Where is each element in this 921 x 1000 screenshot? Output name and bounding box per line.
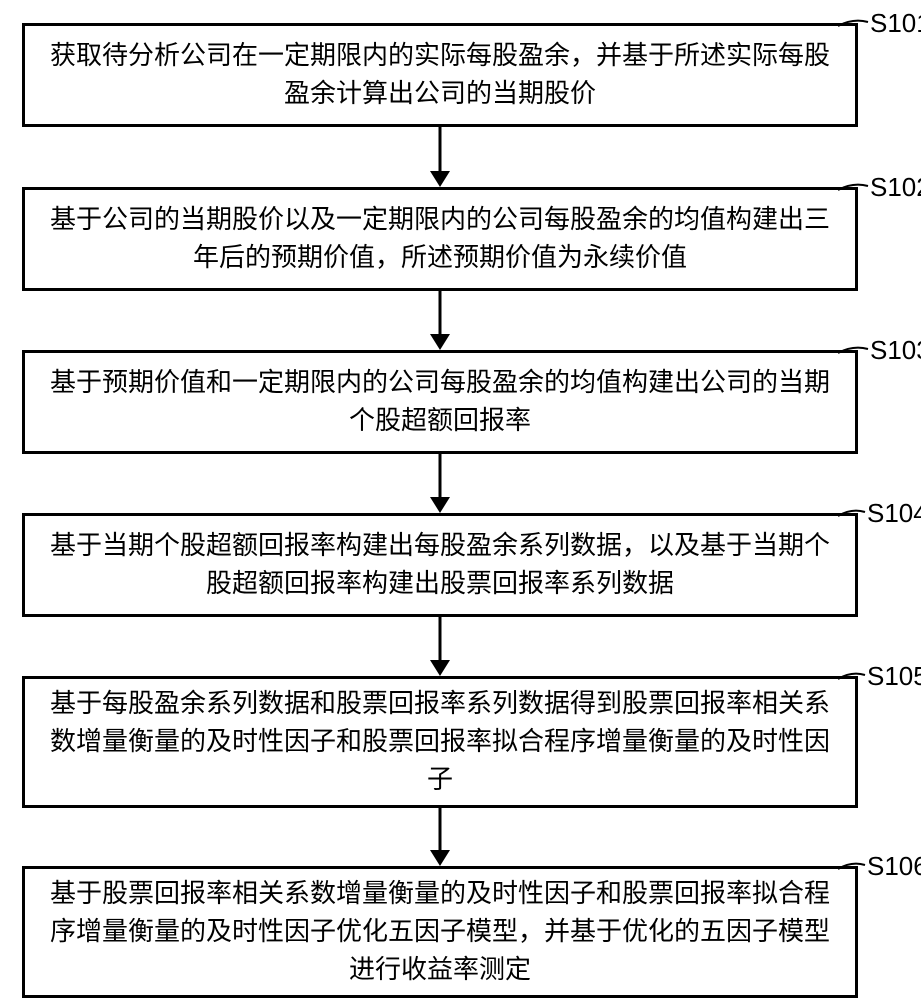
flowchart-node-s103: 基于预期价值和一定期限内的公司每股盈余的均值构建出公司的当期个股超额回报率: [22, 350, 858, 454]
flow-arrow-4: [0, 0, 921, 1000]
step-label-s102: S102: [870, 172, 921, 203]
step-label-s101: S101: [870, 8, 921, 39]
step-label-s104: S104: [867, 498, 921, 529]
flow-arrow-0: [0, 0, 921, 1000]
node-text: 基于每股盈余系列数据和股票回报率系列数据得到股票回报率相关系数增量衡量的及时性因…: [45, 685, 835, 798]
flowchart-node-s106: 基于股票回报率相关系数增量衡量的及时性因子和股票回报率拟合程序增量衡量的及时性因…: [22, 866, 858, 998]
node-text: 基于当期个股超额回报率构建出每股盈余系列数据，以及基于当期个股超额回报率构建出股…: [45, 527, 835, 602]
node-text: 基于预期价值和一定期限内的公司每股盈余的均值构建出公司的当期个股超额回报率: [45, 364, 835, 439]
connector-line-s103: [0, 0, 921, 1000]
flowchart-node-s104: 基于当期个股超额回报率构建出每股盈余系列数据，以及基于当期个股超额回报率构建出股…: [22, 513, 858, 617]
connector-line-s104: [0, 0, 921, 1000]
flow-arrow-2: [0, 0, 921, 1000]
step-label-s105: S105: [867, 661, 921, 692]
flowchart-container: 获取待分析公司在一定期限内的实际每股盈余，并基于所述实际每股盈余计算出公司的当期…: [0, 0, 921, 1000]
connector-line-s106: [0, 0, 921, 1000]
step-label-s106: S106: [867, 851, 921, 882]
connector-line-s101: [0, 0, 921, 1000]
node-text: 获取待分析公司在一定期限内的实际每股盈余，并基于所述实际每股盈余计算出公司的当期…: [45, 37, 835, 112]
node-text: 基于股票回报率相关系数增量衡量的及时性因子和股票回报率拟合程序增量衡量的及时性因…: [45, 875, 835, 988]
flowchart-node-s102: 基于公司的当期股价以及一定期限内的公司每股盈余的均值构建出三年后的预期价值，所述…: [22, 187, 858, 291]
connector-line-s102: [0, 0, 921, 1000]
step-label-s103: S103: [870, 335, 921, 366]
flow-arrow-3: [0, 0, 921, 1000]
flow-arrow-1: [0, 0, 921, 1000]
node-text: 基于公司的当期股价以及一定期限内的公司每股盈余的均值构建出三年后的预期价值，所述…: [45, 201, 835, 276]
flowchart-node-s105: 基于每股盈余系列数据和股票回报率系列数据得到股票回报率相关系数增量衡量的及时性因…: [22, 676, 858, 808]
connector-line-s105: [0, 0, 921, 1000]
flowchart-node-s101: 获取待分析公司在一定期限内的实际每股盈余，并基于所述实际每股盈余计算出公司的当期…: [22, 23, 858, 127]
